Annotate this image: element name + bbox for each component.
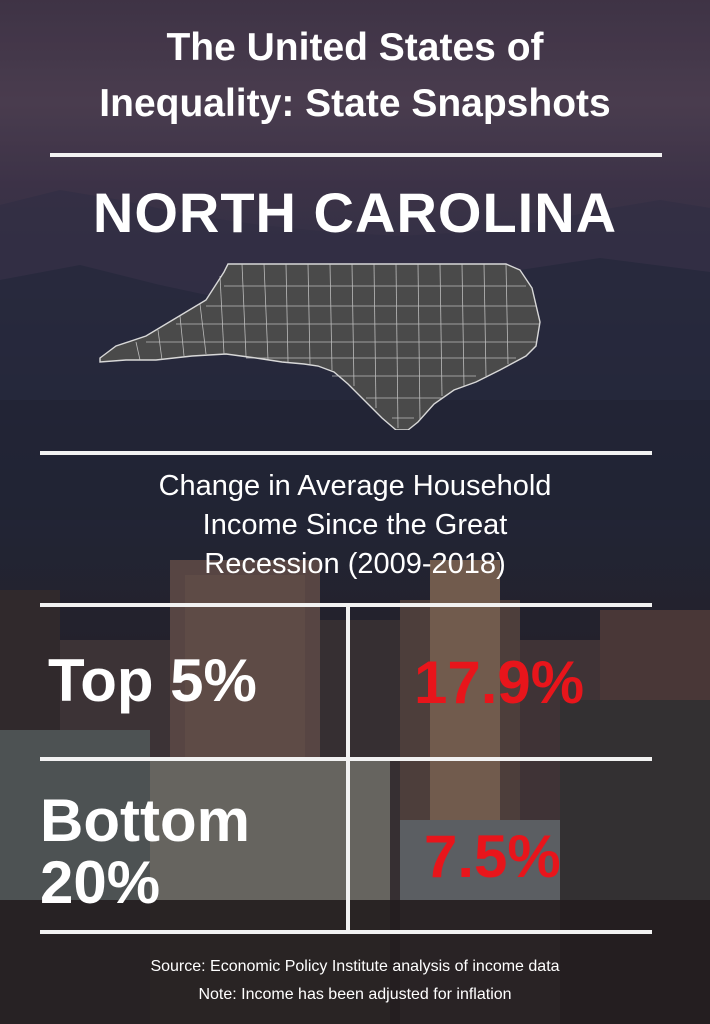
- source-note: Source: Economic Policy Institute analys…: [150, 958, 560, 975]
- north-carolina-county-map: [99, 263, 541, 430]
- state-name: NORTH CAROLINA: [92, 181, 618, 244]
- infographic-title: The United States of Inequality: State S…: [0, 20, 710, 132]
- subtitle-line-1: Change in Average Household: [158, 470, 552, 502]
- subtitle-line-3: Recession (2009-2018): [204, 548, 506, 580]
- divider-under-title: [50, 153, 662, 157]
- inflation-note: Note: Income has been adjusted for infla…: [198, 986, 512, 1003]
- row-label-bottom-20-line-2: 20%: [40, 849, 161, 916]
- title-line-2: Inequality: State Snapshots: [99, 82, 611, 125]
- state-outline-shape: [99, 263, 541, 430]
- divider-under-map: [40, 451, 652, 455]
- subtitle-line-2: Income Since the Great: [202, 509, 508, 541]
- city-buildings: [0, 560, 710, 1024]
- title-line-1: The United States of: [166, 26, 544, 69]
- valley-haze: [0, 400, 710, 520]
- chart-subtitle: Change in Average Household Income Since…: [0, 467, 710, 584]
- row-label-top-5: Top 5%: [48, 650, 257, 712]
- table-column-divider: [346, 603, 350, 934]
- row-value-bottom-20: 7.5%: [424, 823, 561, 890]
- county-borders: [135, 263, 540, 429]
- row-value-top-5: 17.9%: [414, 649, 585, 716]
- row-label-bottom-20: Bottom 20%: [40, 790, 250, 914]
- row-label-top-5-text: Top 5%: [48, 647, 257, 714]
- row-label-bottom-20-line-1: Bottom: [40, 787, 250, 854]
